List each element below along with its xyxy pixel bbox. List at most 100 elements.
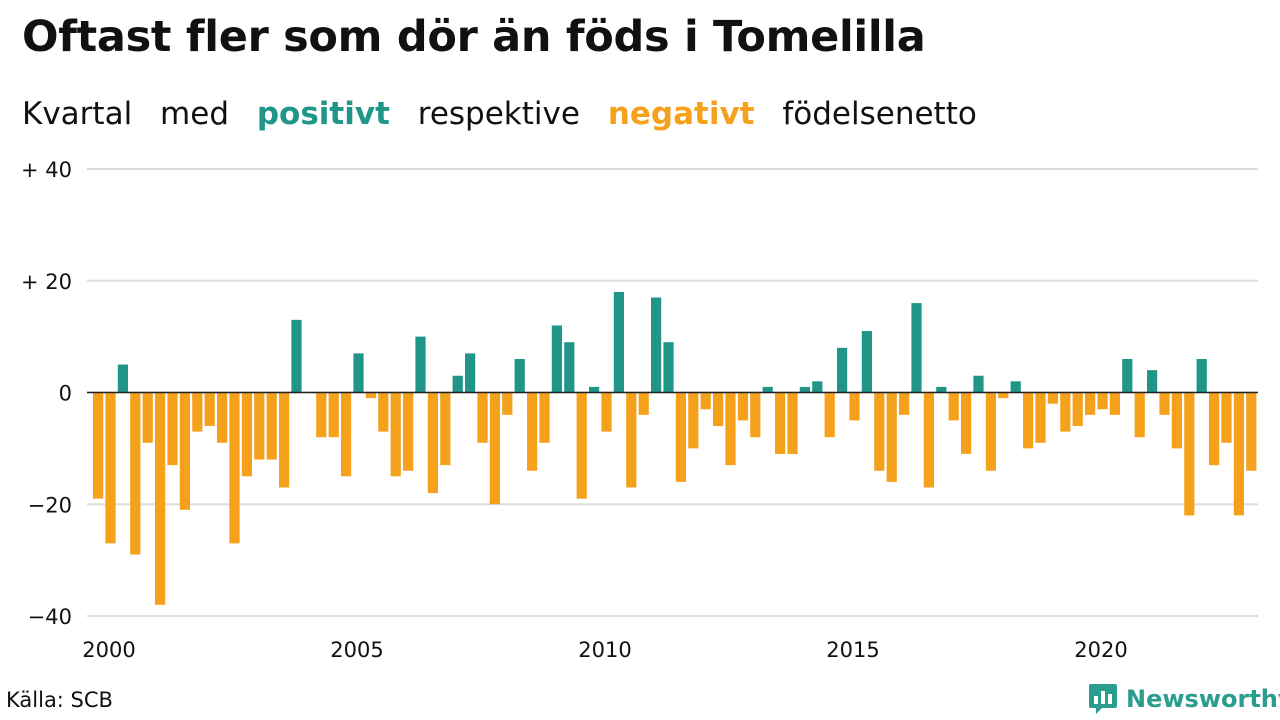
bar <box>489 392 500 505</box>
bar <box>1047 392 1058 404</box>
x-tick-label: 2020 <box>1074 638 1127 662</box>
bar <box>589 386 600 393</box>
bar <box>837 347 848 393</box>
bar <box>539 392 550 443</box>
bar <box>328 392 339 438</box>
subtitle-word-kvartal: Kvartal <box>22 96 133 132</box>
bar <box>1109 392 1120 415</box>
y-tick-label: + 40 <box>21 158 72 182</box>
bar <box>229 392 240 544</box>
bar <box>440 392 451 466</box>
bar <box>613 291 624 393</box>
bar <box>725 392 736 466</box>
bar <box>291 319 302 393</box>
bar <box>1035 392 1046 443</box>
x-tick-label: 2000 <box>82 638 135 662</box>
bar <box>105 392 116 544</box>
bar <box>651 297 662 393</box>
bar <box>775 392 786 454</box>
bar <box>167 392 178 466</box>
bar <box>1209 392 1220 466</box>
bar <box>266 392 277 460</box>
bar <box>601 392 612 432</box>
bar <box>279 392 290 488</box>
bar <box>936 386 947 393</box>
bar <box>514 358 525 393</box>
bar <box>1171 392 1182 449</box>
bar <box>93 392 104 499</box>
bar <box>1134 392 1145 438</box>
y-tick-label: 0 <box>59 382 72 406</box>
bar <box>551 325 562 393</box>
bar <box>477 392 488 443</box>
bar <box>403 392 414 471</box>
subtitle-negative-label: negativt <box>607 96 755 132</box>
bar <box>700 392 711 410</box>
bar <box>179 392 190 510</box>
bar <box>1122 358 1133 393</box>
chart-subtitle: Kvartal med positivt respektive negativt… <box>22 96 995 132</box>
brand-logo[interactable]: Newsworthy <box>1088 682 1280 716</box>
bar <box>961 392 972 454</box>
brand-name: Newsworthy <box>1126 685 1280 713</box>
bar <box>688 392 699 449</box>
bar <box>1023 392 1034 449</box>
bar <box>564 342 575 393</box>
bar <box>241 392 252 477</box>
bar <box>799 386 810 393</box>
bar <box>973 375 984 393</box>
bar <box>638 392 649 415</box>
bar <box>341 392 352 477</box>
bar <box>130 392 141 555</box>
bar <box>527 392 538 471</box>
bar <box>886 392 897 482</box>
bar <box>1246 392 1257 471</box>
bar-chart-speech-bubble-icon <box>1089 684 1117 714</box>
bar <box>1184 392 1195 516</box>
bar <box>998 392 1009 399</box>
bar <box>192 392 203 432</box>
bar <box>452 375 463 393</box>
bar <box>948 392 959 421</box>
bar <box>142 392 153 443</box>
bar <box>1196 358 1207 393</box>
bar <box>923 392 934 488</box>
bar <box>1221 392 1232 443</box>
bar <box>1072 392 1083 427</box>
bar <box>812 381 823 393</box>
bar <box>378 392 389 432</box>
bar <box>502 392 513 415</box>
bar <box>353 353 364 393</box>
x-tick-label: 2005 <box>330 638 383 662</box>
bar <box>874 392 885 471</box>
bar <box>155 392 166 605</box>
source-note: Källa: SCB <box>6 688 113 712</box>
bar <box>427 392 438 494</box>
bar <box>117 364 128 393</box>
bar <box>713 392 724 427</box>
bar <box>390 392 401 477</box>
bar <box>762 386 773 393</box>
subtitle-word-med: med <box>160 96 229 132</box>
bar <box>1060 392 1071 432</box>
bar <box>911 303 922 393</box>
bar <box>1233 392 1244 516</box>
bar <box>737 392 748 421</box>
bar <box>204 392 215 427</box>
bar-chart: + 40 + 20 0 −20 −40 2000 2005 2010 2015 2020 <box>21 158 1258 662</box>
x-tick-label: 2015 <box>826 638 879 662</box>
bar <box>899 392 910 415</box>
bar <box>750 392 761 438</box>
y-tick-label: −20 <box>28 493 72 517</box>
bar <box>365 392 376 399</box>
bar <box>824 392 835 438</box>
subtitle-word-fodelsenetto: födelsenetto <box>782 96 977 132</box>
x-tick-label: 2010 <box>578 638 631 662</box>
bar <box>849 392 860 421</box>
bar <box>675 392 686 482</box>
subtitle-word-respektive: respektive <box>417 96 580 132</box>
bar <box>663 342 674 393</box>
bar <box>1097 392 1108 410</box>
bar <box>787 392 798 454</box>
bar <box>626 392 637 488</box>
